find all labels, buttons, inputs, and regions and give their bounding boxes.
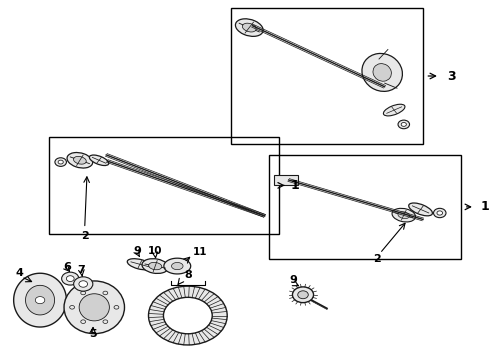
Circle shape [293, 287, 314, 303]
Circle shape [103, 291, 108, 295]
Polygon shape [25, 285, 54, 315]
Text: 3: 3 [447, 69, 456, 82]
Circle shape [401, 122, 406, 126]
Ellipse shape [79, 294, 109, 321]
Text: 1: 1 [291, 179, 300, 192]
Text: 9: 9 [290, 275, 297, 285]
Ellipse shape [64, 281, 124, 334]
Ellipse shape [74, 156, 86, 164]
Circle shape [58, 160, 63, 164]
Circle shape [434, 208, 446, 218]
Text: 8: 8 [184, 270, 192, 280]
Circle shape [437, 211, 442, 215]
Ellipse shape [373, 64, 392, 81]
Text: 11: 11 [193, 247, 207, 257]
Text: 4: 4 [16, 268, 24, 278]
Polygon shape [172, 262, 183, 270]
Ellipse shape [383, 104, 405, 116]
Text: 10: 10 [148, 246, 163, 256]
Circle shape [70, 306, 74, 309]
Bar [270, 155, 462, 259]
Bar [231, 8, 423, 144]
Text: 2: 2 [373, 254, 381, 264]
Circle shape [81, 291, 86, 295]
Circle shape [35, 297, 45, 304]
Circle shape [298, 291, 308, 299]
Ellipse shape [67, 153, 93, 168]
Ellipse shape [398, 212, 410, 219]
Ellipse shape [392, 208, 416, 222]
Text: 6: 6 [63, 262, 71, 272]
Circle shape [398, 120, 410, 129]
Circle shape [66, 276, 74, 282]
Ellipse shape [243, 23, 256, 32]
Polygon shape [164, 258, 191, 274]
Circle shape [55, 158, 67, 166]
Ellipse shape [89, 155, 109, 166]
Ellipse shape [148, 262, 162, 270]
Ellipse shape [362, 53, 402, 91]
Text: 7: 7 [77, 265, 85, 275]
Bar [49, 137, 279, 234]
Circle shape [164, 297, 212, 334]
Circle shape [81, 320, 86, 324]
Ellipse shape [127, 259, 152, 270]
Polygon shape [14, 273, 67, 327]
Circle shape [148, 286, 227, 345]
Circle shape [74, 277, 93, 291]
Ellipse shape [142, 259, 169, 274]
Ellipse shape [235, 19, 263, 36]
Text: 5: 5 [89, 329, 97, 339]
Polygon shape [274, 175, 298, 185]
Text: 1: 1 [481, 201, 490, 213]
Text: 9: 9 [133, 246, 142, 256]
Circle shape [62, 272, 79, 285]
Text: 2: 2 [81, 231, 89, 240]
Ellipse shape [409, 203, 433, 216]
Circle shape [114, 306, 119, 309]
Circle shape [79, 281, 88, 287]
Circle shape [103, 320, 108, 324]
